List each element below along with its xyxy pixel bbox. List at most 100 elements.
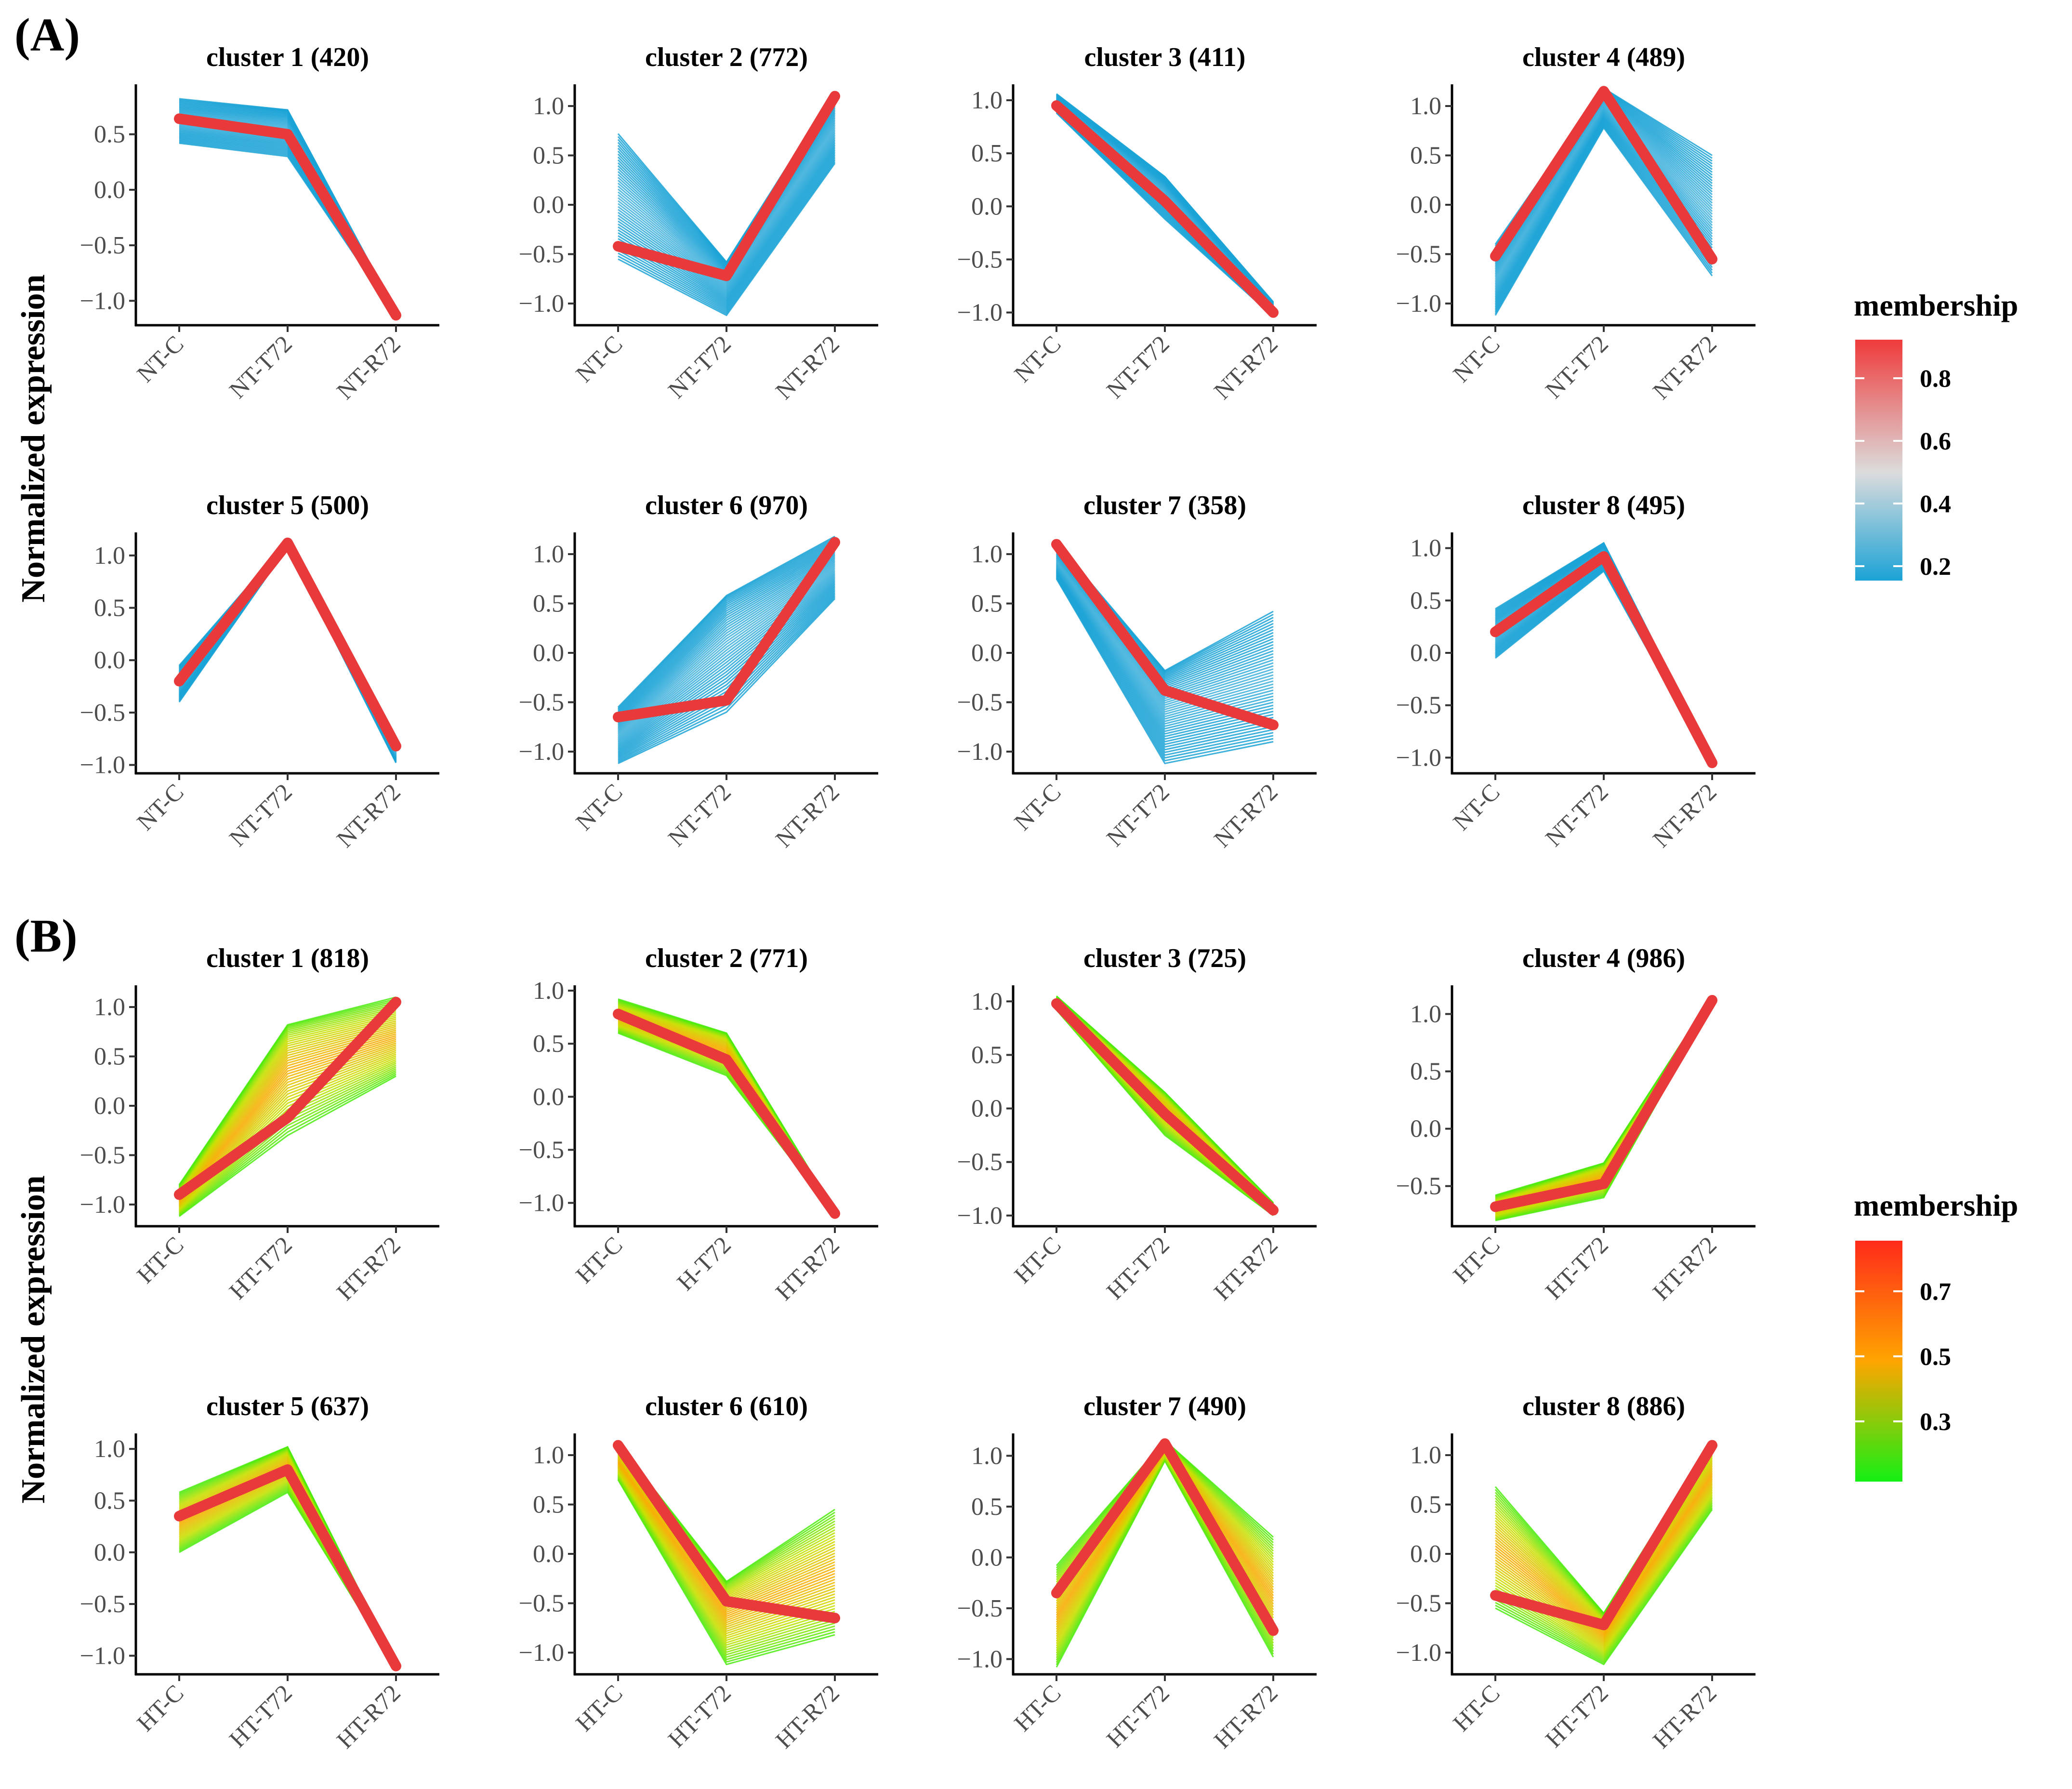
- x-tick-label: NT-R72: [1648, 778, 1722, 852]
- membership-line: [617, 558, 835, 729]
- x-tick-label: NT-R72: [770, 778, 845, 852]
- x-tick-label: HT-C: [132, 1679, 189, 1736]
- cluster-center-line: [613, 1440, 840, 1624]
- membership-line: [618, 596, 836, 763]
- membership-line: [618, 154, 836, 309]
- legend-b: membership 0.7 0.5 0.3: [1854, 1188, 2018, 1482]
- membership-line: [179, 135, 397, 316]
- y-tick-label: 0.0: [94, 1092, 125, 1120]
- membership-line: [179, 131, 397, 316]
- membership-line: [617, 1464, 835, 1624]
- membership-line: [617, 548, 835, 720]
- y-tick-label: 0.5: [94, 1043, 125, 1071]
- y-tick-label: −1.0: [957, 299, 1003, 327]
- membership-line: [1495, 553, 1713, 762]
- membership-line: [178, 1020, 396, 1195]
- legend-b-title: membership: [1854, 1188, 2018, 1222]
- x-tick-label: NT-T72: [1540, 778, 1613, 851]
- y-tick-label: 1.0: [971, 988, 1003, 1015]
- membership-line: [1495, 545, 1713, 760]
- y-tick-label: 0.0: [533, 1083, 564, 1111]
- membership-line: [617, 550, 835, 721]
- membership-line: [179, 142, 397, 317]
- membership-line: [178, 1042, 396, 1204]
- membership-line: [1495, 543, 1713, 759]
- x-tick-label: HT-R72: [770, 1679, 845, 1753]
- cluster-center-line: [1490, 551, 1717, 769]
- membership-line: [1495, 1473, 1713, 1635]
- x-tick-label: NT-C: [570, 778, 628, 835]
- x-tick-label: NT-R72: [1209, 778, 1283, 852]
- y-tick-label: 0.5: [1410, 142, 1441, 170]
- legend-tick-label: 0.8: [1920, 365, 1951, 393]
- x-tick-label: NT-R72: [331, 330, 406, 404]
- membership-line: [1056, 574, 1274, 751]
- y-tick-label: −0.5: [519, 689, 564, 716]
- y-tick-label: −1.0: [957, 1202, 1003, 1230]
- membership-line: [618, 161, 836, 315]
- cluster-center-line: [1490, 1440, 1717, 1630]
- y-tick-label: −0.5: [80, 699, 125, 727]
- cluster-center-line: [174, 113, 401, 321]
- y-tick-label: −1.0: [957, 1645, 1003, 1673]
- cluster-center-line: [613, 91, 840, 281]
- membership-line: [179, 141, 397, 317]
- membership-line: [617, 547, 835, 718]
- membership-line: [618, 158, 836, 312]
- membership-line: [178, 996, 396, 1185]
- membership-line: [617, 554, 835, 725]
- x-tick-label: HT-T72: [1101, 1679, 1175, 1752]
- x-tick-label: HT-R72: [331, 1231, 406, 1305]
- membership-line: [617, 541, 835, 713]
- y-tick-label: 1.0: [971, 541, 1003, 568]
- membership-line: [618, 159, 836, 313]
- membership-line: [618, 156, 836, 310]
- x-tick-label: HT-R72: [1209, 1231, 1283, 1305]
- membership-line: [1056, 555, 1274, 697]
- y-tick-label: −1.0: [1396, 290, 1441, 318]
- y-tick-label: −0.5: [1396, 692, 1441, 719]
- y-tick-label: 0.0: [971, 193, 1003, 220]
- x-tick-label: HT-C: [132, 1231, 189, 1288]
- membership-line: [618, 143, 836, 298]
- membership-line: [617, 535, 835, 708]
- cluster-title: cluster 5 (500): [206, 490, 369, 520]
- y-tick-label: −0.5: [957, 689, 1003, 716]
- cluster-panel: cluster 3 (411) 1.0 0.5 0.0 −0.5 −1.0NT-C NT-T…: [957, 42, 1317, 404]
- membership-line: [617, 557, 835, 728]
- x-tick-label: NT-T72: [1101, 330, 1175, 403]
- plot-grid: cluster 1 (420)0.50.0−0.5−1.0NT-C NT-T72 N…: [80, 42, 1755, 1753]
- y-tick-label: 0.0: [533, 191, 564, 219]
- legend-tick-label: 0.6: [1920, 428, 1951, 455]
- membership-line: [1495, 1488, 1713, 1646]
- cluster-title: cluster 4 (489): [1522, 42, 1685, 72]
- membership-line: [1495, 1502, 1713, 1659]
- membership-line: [1495, 544, 1713, 759]
- y-tick-label: 0.5: [533, 590, 564, 618]
- y-tick-label: 0.0: [1410, 1540, 1441, 1568]
- membership-line: [1056, 995, 1274, 1204]
- membership-line: [618, 133, 836, 290]
- membership-line: [1056, 560, 1274, 711]
- membership-line: [1495, 1509, 1713, 1666]
- membership-line: [1056, 563, 1274, 717]
- membership-line: [1056, 93, 1274, 303]
- cluster-panel: cluster 4 (489) 1.0 0.5 0.0 −0.5 −1.0NT-C NT-T…: [1396, 42, 1755, 404]
- legend-a: membership 0.8 0.6 0.4 0.2: [1854, 288, 2018, 581]
- y-tick-label: 0.5: [1410, 587, 1441, 614]
- membership-line: [617, 1472, 835, 1646]
- membership-line: [617, 538, 835, 711]
- membership-line: [179, 137, 397, 317]
- membership-line: [1495, 1489, 1713, 1648]
- y-tick-label: 1.0: [533, 541, 564, 568]
- y-tick-label: 0.5: [971, 590, 1003, 618]
- membership-line: [617, 540, 835, 712]
- cluster-title: cluster 5 (637): [206, 1391, 369, 1421]
- membership-line: [618, 598, 836, 764]
- cluster-center-line: [174, 996, 401, 1200]
- cluster-panel: cluster 4 (986) 1.0 0.5 0.0 −0.5 HT-C HT-T72 HT…: [1396, 943, 1755, 1305]
- membership-line: [1495, 556, 1713, 763]
- panel-b-label: (B): [14, 910, 78, 962]
- membership-line: [617, 556, 835, 726]
- membership-line: [618, 129, 836, 287]
